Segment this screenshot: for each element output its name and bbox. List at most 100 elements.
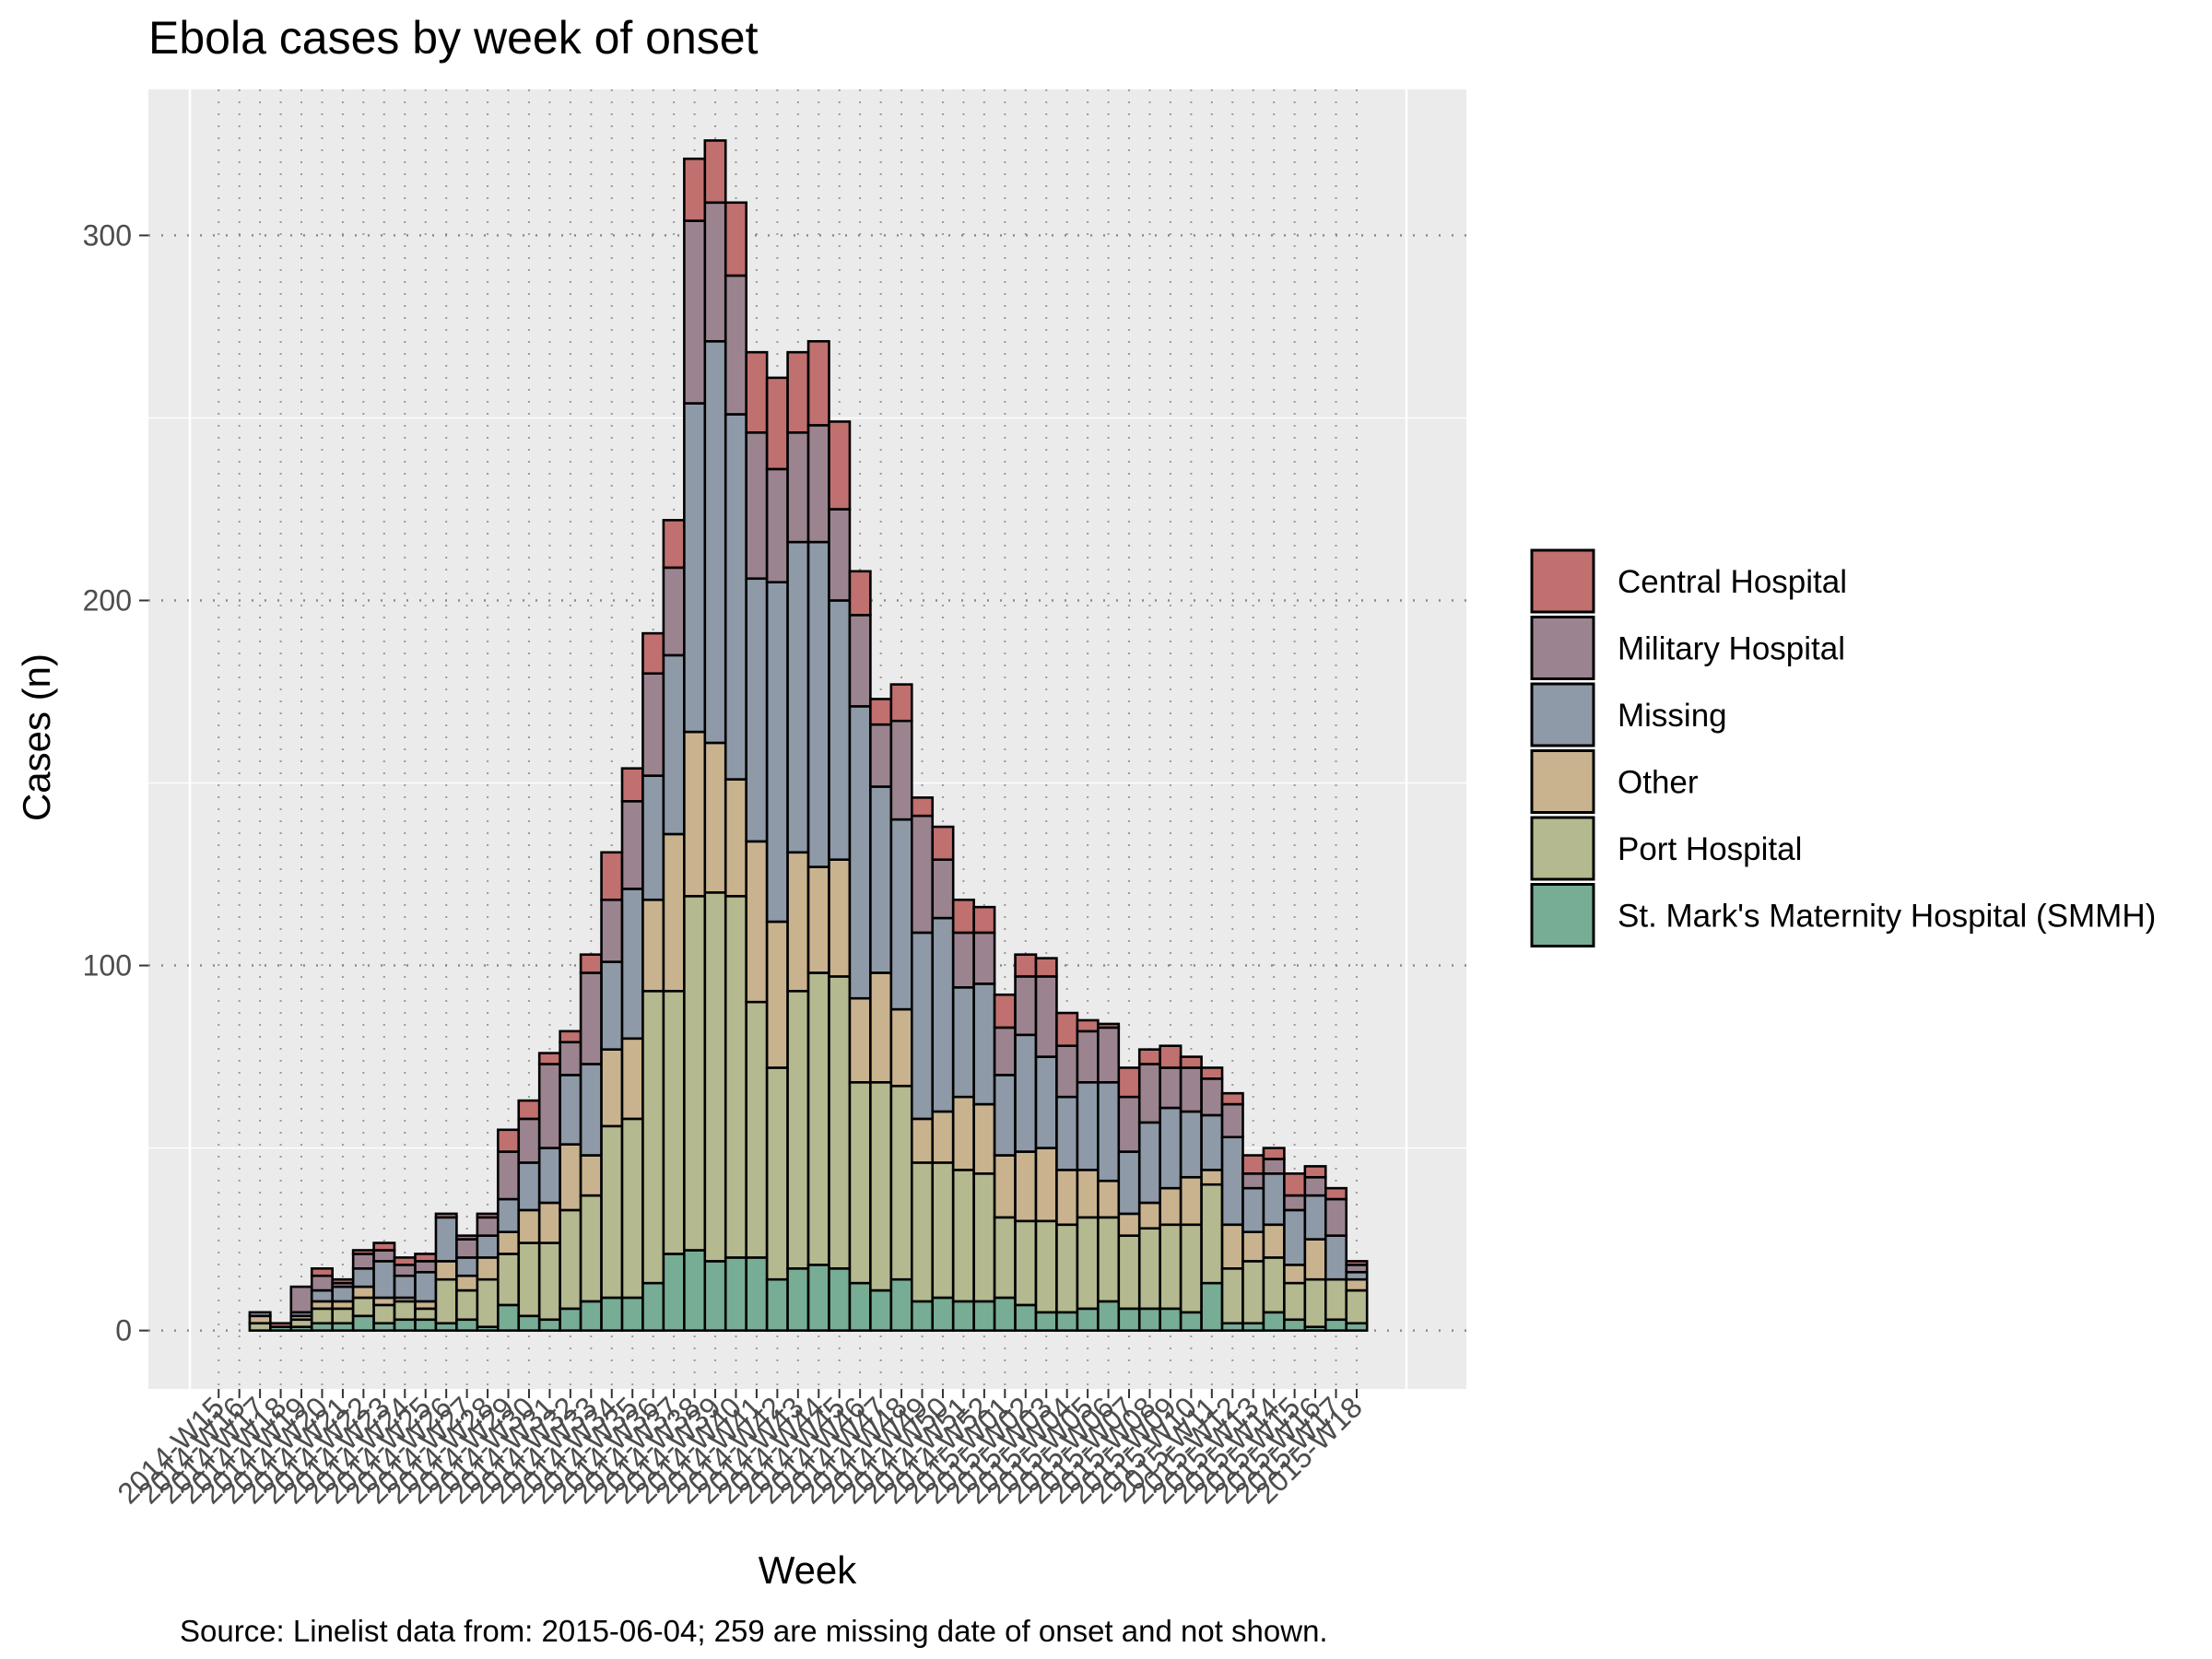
bar-segment-2015-W08-5 <box>1137 1048 1162 1065</box>
bar-segment-2014-W38-4 <box>683 219 707 405</box>
bar-segment-2014-W49-2 <box>910 1117 935 1164</box>
bar-segment-2014-W39-4 <box>703 201 727 343</box>
bar-segment-2014-W29-2 <box>496 1230 521 1255</box>
bar-segment-2014-W40-2 <box>724 778 748 898</box>
bar-segment-2014-W46-1 <box>848 1081 872 1285</box>
bar-segment-2014-W44-3 <box>806 540 830 868</box>
bar-segment-2014-W46-0 <box>848 1281 872 1332</box>
bar-segment-2014-W47-1 <box>869 1081 893 1292</box>
bar-segment-2015-W16-1 <box>1303 1277 1327 1328</box>
bar-segment-2014-W37-1 <box>662 989 686 1255</box>
bar-segment-2014-W21-5 <box>331 1277 355 1285</box>
bar-segment-2014-W45-0 <box>828 1267 852 1332</box>
bar-segment-2014-W37-2 <box>662 832 686 993</box>
bar-segment-2015-W10-1 <box>1179 1223 1203 1314</box>
bar-segment-2014-W35-1 <box>620 1117 644 1300</box>
legend-key <box>1530 749 1595 814</box>
bar-segment-2014-W49-4 <box>910 814 935 935</box>
bar-segment-2014-W29-1 <box>496 1253 521 1307</box>
y-tick-label: 300 <box>83 218 132 252</box>
bar-segment-2014-W36-4 <box>641 672 665 777</box>
bar-segment-2014-W45-2 <box>828 858 852 978</box>
bar-segment-2014-W41-1 <box>745 1000 769 1259</box>
bar-segment-2014-W20-5 <box>310 1267 335 1277</box>
bar-segment-2015-W03-0 <box>1034 1311 1058 1332</box>
bar-segment-2014-W34-0 <box>600 1296 624 1332</box>
bar-segment-2014-W24-3 <box>393 1274 417 1300</box>
bar-segment-2015-W11-4 <box>1200 1077 1224 1117</box>
bar-segment-2014-W42-3 <box>765 581 789 924</box>
bar-segment-2014-W27-1 <box>455 1288 479 1322</box>
bar-segment-2014-W27-3 <box>455 1256 479 1277</box>
bar-segment-2014-W22-3 <box>351 1267 375 1288</box>
bar-segment-2015-W05-4 <box>1076 1030 1100 1084</box>
bar-segment-2015-W17-1 <box>1324 1277 1348 1322</box>
bar-segment-2014-W26-3 <box>434 1216 458 1263</box>
bar-segment-2015-W08-4 <box>1137 1063 1162 1124</box>
bar-segment-2014-W22-1 <box>351 1296 375 1318</box>
bar-segment-2015-W07-0 <box>1117 1307 1141 1332</box>
bar-segment-2014-W25-5 <box>414 1253 438 1263</box>
bar-segment-2015-W14-0 <box>1262 1311 1286 1332</box>
y-tick-label: 100 <box>83 949 132 982</box>
bar-segment-2014-W41-4 <box>745 430 769 581</box>
bar-segment-2014-W20-1 <box>310 1307 335 1325</box>
bar-segment-2014-W50-2 <box>931 1110 955 1164</box>
bar-segment-2015-W06-4 <box>1097 1026 1121 1084</box>
bar-segment-2014-W52-2 <box>972 1102 996 1175</box>
bar-segment-2014-W50-4 <box>931 858 955 920</box>
bar-segment-2014-W39-0 <box>703 1260 727 1332</box>
bar-segment-2014-W46-2 <box>848 996 872 1084</box>
bar-layer <box>248 139 1369 1332</box>
bar-segment-2014-W45-1 <box>828 975 852 1270</box>
bar-segment-2015-W13-3 <box>1241 1186 1265 1233</box>
bar-segment-2015-W06-5 <box>1097 1022 1121 1030</box>
bar-segment-2015-W17-5 <box>1324 1186 1348 1201</box>
bar-segment-2015-W05-1 <box>1076 1216 1100 1311</box>
bar-segment-2015-W09-0 <box>1159 1307 1182 1332</box>
bar-segment-2014-W41-2 <box>745 840 769 1004</box>
bar-segment-2014-W51-1 <box>951 1169 975 1303</box>
legend-key <box>1530 548 1595 614</box>
bar-segment-2014-W43-2 <box>786 851 810 993</box>
bar-segment-2014-W23-4 <box>372 1249 396 1263</box>
legend-key <box>1530 682 1595 747</box>
legend-label: Central Hospital <box>1618 564 1847 600</box>
bar-segment-2015-W01-0 <box>993 1296 1017 1332</box>
legend: Central Hospital Military Hospital Missing… <box>1530 548 2156 947</box>
bar-segment-2015-W12-1 <box>1220 1267 1244 1325</box>
bar-segment-2014-W20-3 <box>310 1288 335 1303</box>
bar-segment-2014-W24-4 <box>393 1264 417 1277</box>
bar-segment-2014-W22-4 <box>351 1253 375 1270</box>
legend-key <box>1530 616 1595 680</box>
bar-segment-2015-W07-5 <box>1117 1066 1141 1099</box>
bar-segment-2015-W08-0 <box>1137 1307 1162 1332</box>
bar-segment-2015-W06-0 <box>1097 1300 1121 1332</box>
bar-segment-2014-W30-5 <box>517 1099 541 1121</box>
bar-segment-2015-W03-4 <box>1034 975 1058 1058</box>
bar-segment-2014-W40-3 <box>724 413 748 781</box>
bar-segment-2014-W43-5 <box>786 350 810 434</box>
bar-segment-2014-W52-4 <box>972 931 996 985</box>
bar-segment-2014-W30-3 <box>517 1161 541 1212</box>
bar-segment-2014-W45-5 <box>828 420 852 511</box>
bar-segment-2014-W26-1 <box>434 1277 458 1325</box>
bar-segment-2015-W12-2 <box>1220 1223 1244 1270</box>
bar-segment-2015-W03-1 <box>1034 1219 1058 1314</box>
bar-segment-2015-W02-4 <box>1014 975 1038 1037</box>
bar-segment-2014-W32-4 <box>559 1041 582 1077</box>
bar-segment-2014-W33-3 <box>579 1063 603 1157</box>
bar-segment-2015-W13-5 <box>1241 1154 1265 1175</box>
bar-segment-2014-W35-4 <box>620 800 644 890</box>
bar-segment-2014-W47-0 <box>869 1288 893 1332</box>
bar-segment-2015-W13-1 <box>1241 1260 1265 1325</box>
bar-segment-2014-W19-4 <box>289 1285 313 1314</box>
bar-segment-2014-W33-5 <box>579 953 603 974</box>
bar-segment-2014-W51-3 <box>951 986 975 1099</box>
bar-segment-2014-W28-2 <box>476 1256 500 1281</box>
bar-segment-2015-W09-4 <box>1159 1066 1182 1110</box>
bar-segment-2015-W04-0 <box>1055 1311 1079 1332</box>
bar-segment-2014-W25-4 <box>414 1260 438 1274</box>
bar-segment-2015-W11-3 <box>1200 1113 1224 1171</box>
bar-segment-2015-W03-3 <box>1034 1055 1058 1149</box>
